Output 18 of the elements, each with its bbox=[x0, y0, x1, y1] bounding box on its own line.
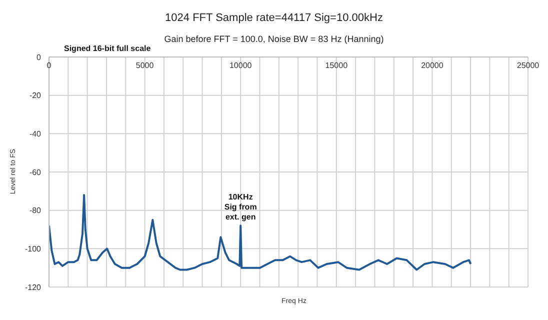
y-tick-label: 0 bbox=[36, 52, 42, 62]
chart-subtitle: Gain before FFT = 100.0, Noise BW = 83 Hz (Hanning) bbox=[163, 34, 385, 44]
y-tick-label: -80 bbox=[29, 206, 42, 216]
y-tick-label: -60 bbox=[29, 168, 42, 177]
chart-title: 1024 FFT Sample rate=44117 Sig=10.00kHz bbox=[164, 12, 384, 24]
annotation: 10KHz Sig from ext. gen bbox=[224, 192, 257, 222]
y-tick-label: -20 bbox=[29, 91, 42, 100]
y-tick-label: -120 bbox=[24, 282, 42, 292]
y-tick-label: -100 bbox=[24, 244, 42, 254]
x-tick-label: 0 bbox=[46, 61, 52, 70]
line-series bbox=[49, 194, 472, 271]
text: Signed 16-bit full scale bbox=[64, 44, 151, 53]
x-tick-label: 5000 bbox=[136, 61, 154, 70]
x-tick-label: 20000 bbox=[421, 61, 444, 70]
x-tick-label: 15000 bbox=[325, 61, 348, 70]
x-tick-label: 10000 bbox=[229, 61, 252, 70]
y-tick-label: -40 bbox=[29, 130, 42, 139]
x-tick-label: 25000 bbox=[516, 61, 540, 70]
